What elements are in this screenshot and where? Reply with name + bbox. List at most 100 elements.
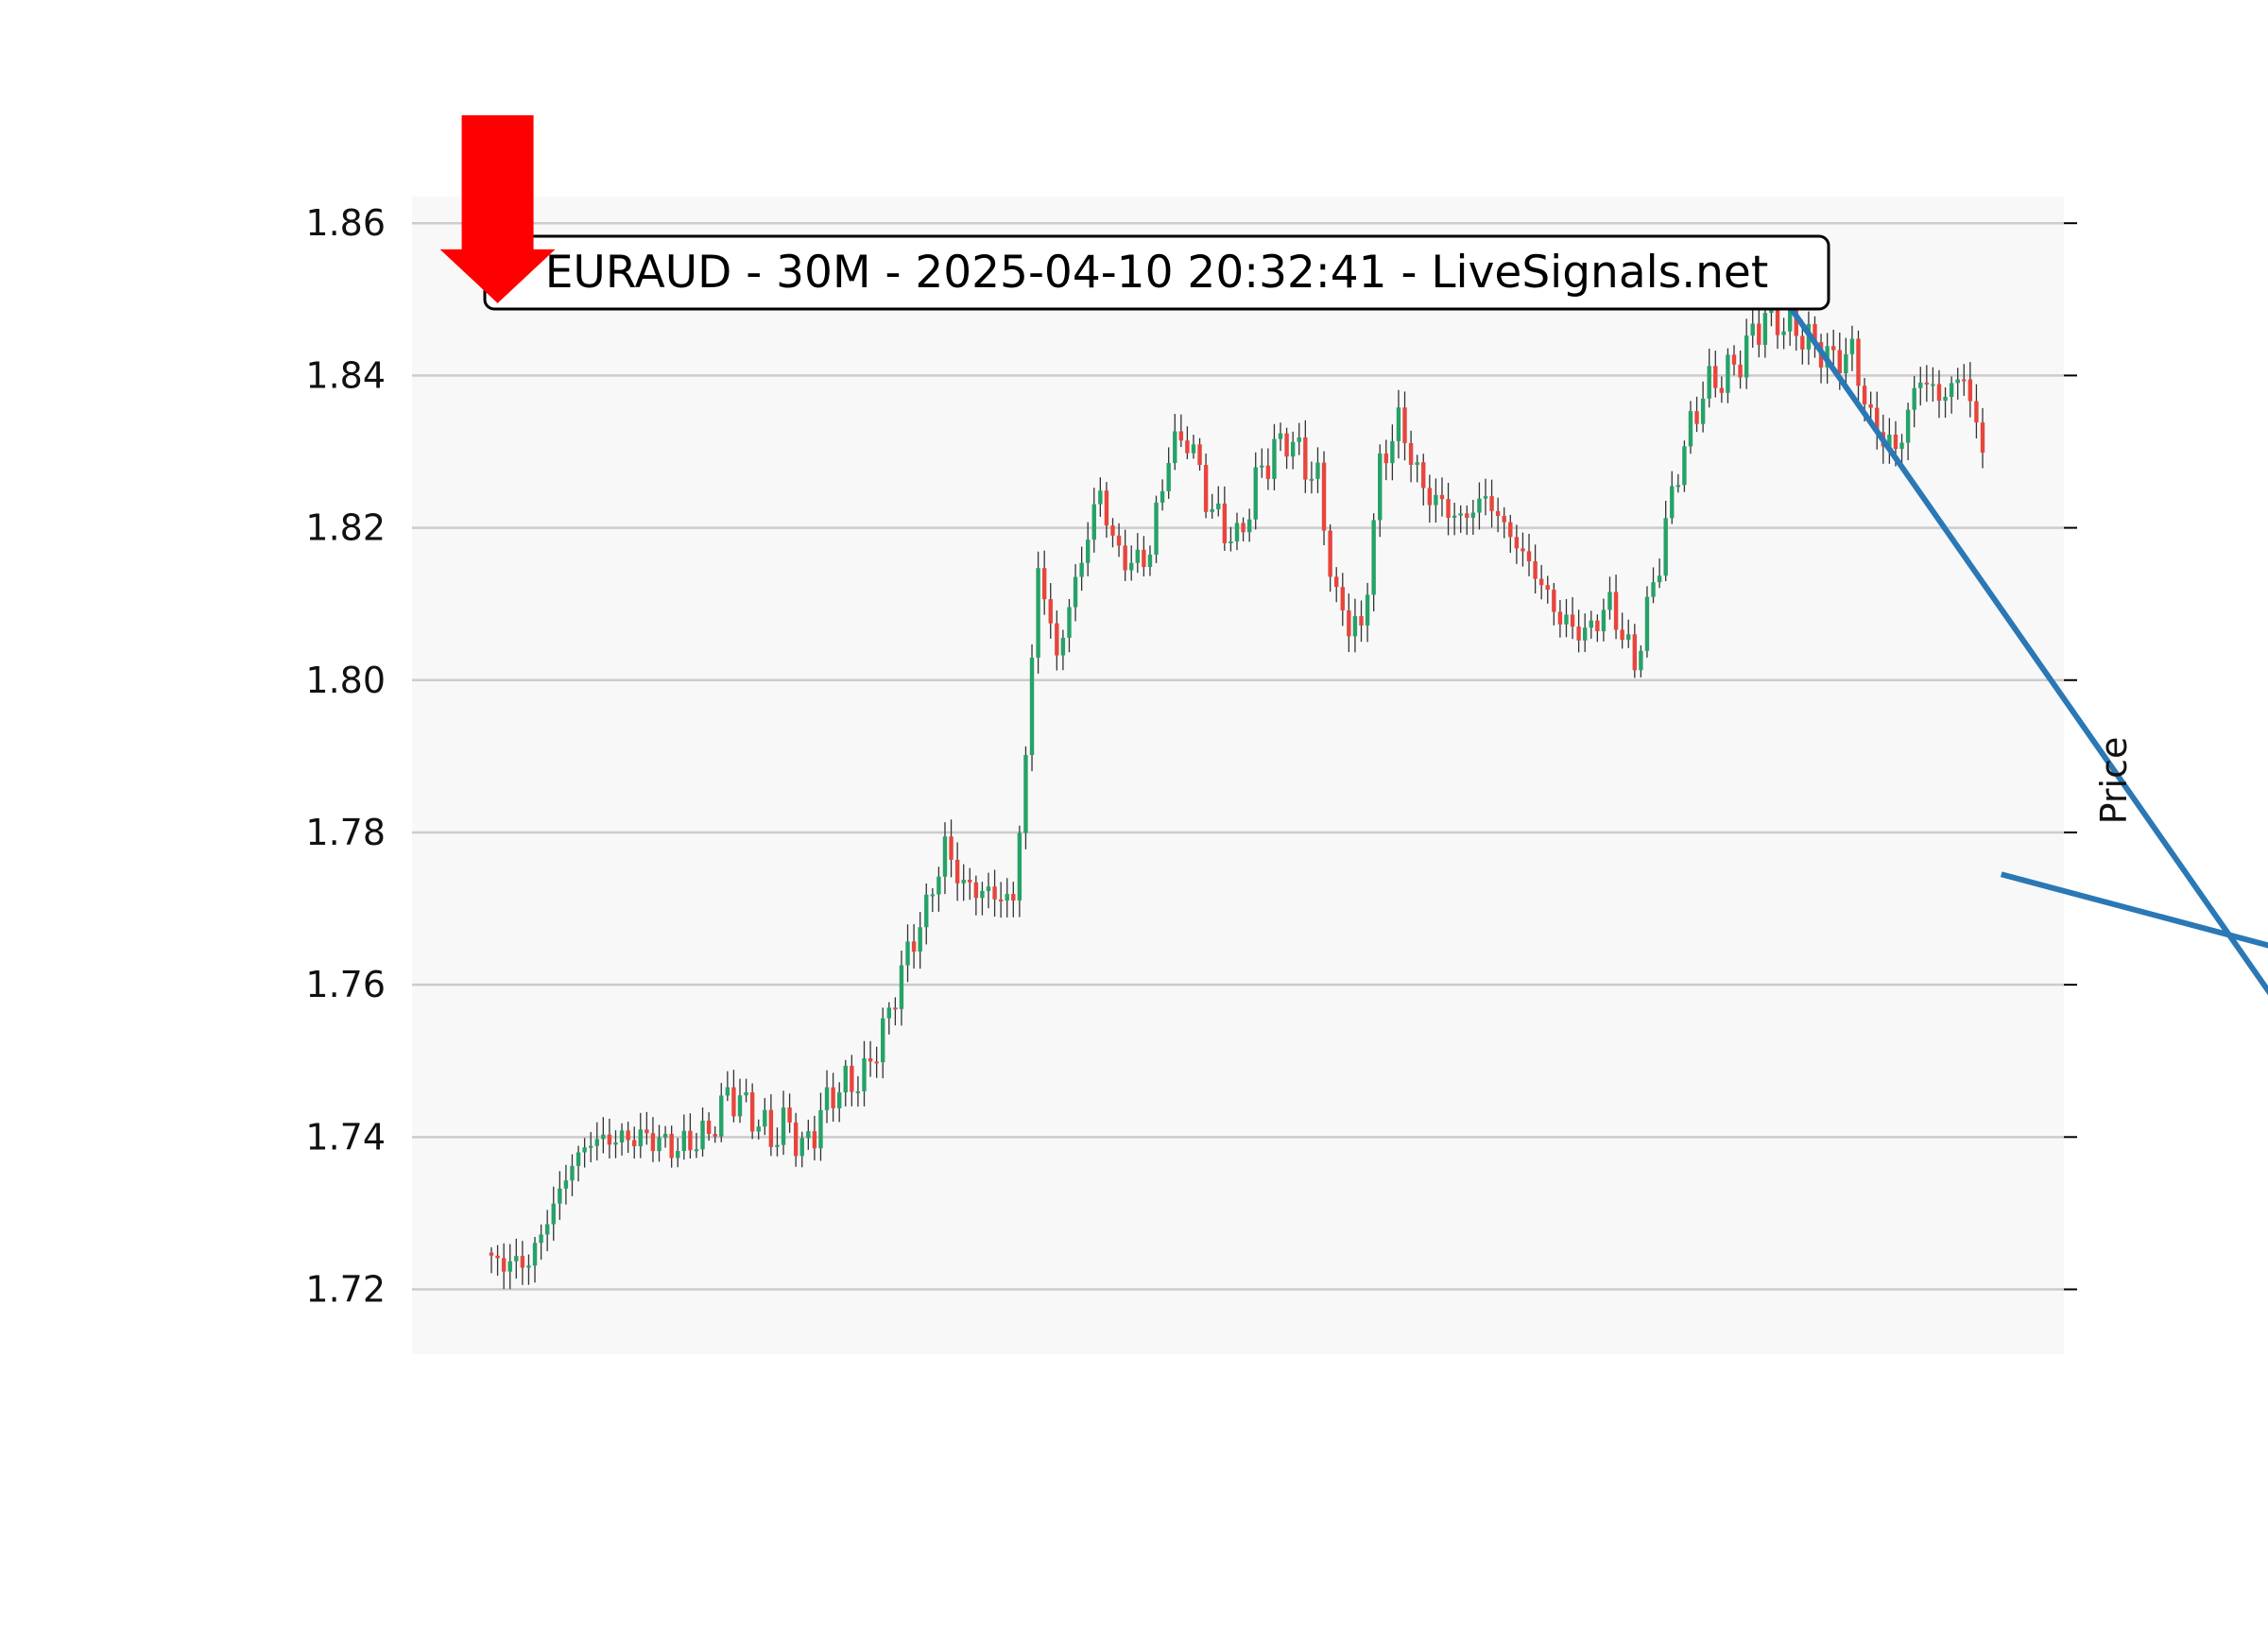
candle-down [688,1130,693,1151]
candle-down [1055,623,1059,656]
candle-down [1185,440,1190,454]
candle-up [1750,323,1755,336]
candle-up [700,1120,705,1150]
candle-up [899,965,904,1009]
candle-up [1918,382,1923,388]
candle-down [1632,634,1637,671]
candle-down [1936,384,1942,402]
candle-down [489,1252,494,1256]
candle-down [644,1129,649,1134]
candle-up [1657,575,1662,583]
candle-down [954,859,960,884]
candle-up [1589,620,1593,628]
candle-down [973,882,979,899]
candle-up [1651,582,1656,597]
candle-down [868,1057,873,1062]
candle-down [1328,530,1332,577]
candle-up [576,1152,581,1166]
candle-down [1924,382,1930,385]
candle-down [1719,387,1725,393]
candle-up [905,941,910,966]
candle-up [1434,494,1438,506]
candle-down [1402,407,1407,443]
candle-up [1912,387,1916,410]
arrow-shape [439,115,556,303]
candle-down [713,1134,717,1137]
y-tick-label: 1.76 [305,964,386,1005]
candle-down [1775,299,1780,335]
candle-up [1458,513,1463,516]
candle-up [694,1149,699,1152]
candle-down [1359,616,1364,626]
candle-down [1713,366,1718,388]
candle-down [1526,551,1532,562]
candle-up [1365,594,1370,626]
candle-up [532,1243,538,1266]
candle-up [1297,437,1301,442]
candle-down [1265,465,1271,479]
candle-up [514,1256,519,1261]
candle-up [1899,442,1904,450]
candle-up [1644,596,1650,651]
candle-up [507,1261,512,1272]
candle-down [1738,364,1743,378]
candle-down [501,1258,507,1272]
candle-down [1875,407,1880,433]
candle-up [558,1188,562,1204]
candle-up [1135,549,1140,563]
candle-up [1700,398,1706,424]
candle-up [1228,541,1233,544]
candle-down [1576,626,1581,641]
chart-title: EURAUD - 30M - 2025-04-10 20:32:41 - Liv… [483,234,1830,311]
trendline [2000,871,2268,949]
candle-down [1831,346,1836,351]
candle-up [1670,486,1675,519]
candle-up [936,876,941,895]
candle-down [1321,462,1327,531]
candle-down [1110,525,1115,536]
candle-up [881,1018,885,1063]
candle-up [1787,307,1793,332]
candle-down [812,1131,817,1149]
candle-up [824,1087,830,1110]
candle-up [763,1109,767,1127]
candle-up [563,1180,569,1189]
candle-up [1060,637,1066,656]
candle-down [1974,401,1979,423]
candle-up [1849,338,1855,354]
candle-down [1533,561,1538,579]
candle-down [992,886,997,900]
candle-down [1340,587,1345,610]
candle-up [1390,440,1395,464]
y-axis-label: Price [2093,737,2135,825]
candle-down [749,1091,755,1132]
candle-up [799,1138,804,1157]
candle-up [1253,467,1258,520]
candle-up [886,1007,891,1019]
candle-down [1421,462,1426,489]
candle-up [681,1130,687,1152]
candle-up [1246,519,1252,533]
candle-down [893,1007,898,1010]
candle-up [1173,431,1177,463]
candle-down [1552,590,1556,612]
candle-down [1116,535,1122,546]
candle-up [1260,465,1264,468]
candle-down [626,1130,630,1141]
candle-down [1495,510,1501,516]
candle-down [793,1122,799,1157]
candle-up [1626,634,1631,641]
candle-down [1514,537,1520,549]
candle-up [582,1147,587,1153]
candle-up [986,886,991,891]
candle-down [1123,545,1127,571]
candle-up [1079,562,1084,577]
candle-down [495,1255,500,1259]
candle-down [911,941,917,952]
candle-up [1005,894,1009,901]
candle-up [1675,485,1681,488]
candle-down [1347,609,1351,637]
candle-down [831,1087,835,1108]
candle-up [1029,657,1035,756]
candle-up [737,1095,743,1117]
